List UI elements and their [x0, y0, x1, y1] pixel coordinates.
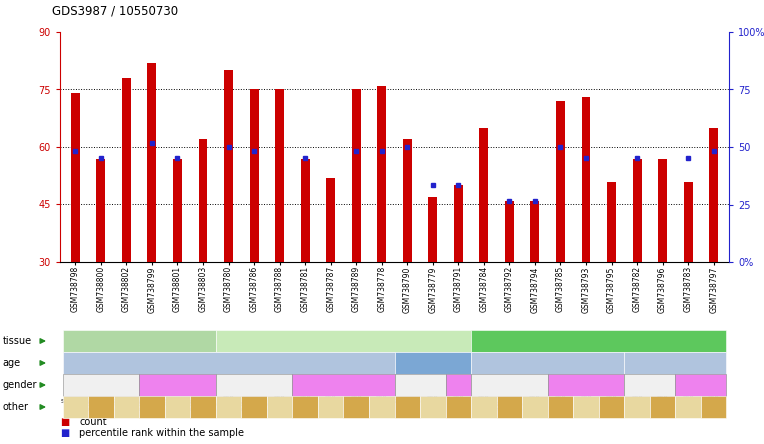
Bar — [479, 128, 488, 262]
Text: SFB
type
negat
ive: SFB type negat ive — [603, 396, 620, 418]
Text: female: female — [493, 380, 526, 390]
Text: 6 weeks: 6 weeks — [209, 358, 248, 368]
Text: 10 weeks: 10 weeks — [652, 358, 698, 368]
Bar — [633, 159, 642, 262]
Bar — [607, 182, 616, 262]
Text: spleen: spleen — [583, 336, 615, 346]
Text: SFB type
positi
ve: SFB type positi ve — [112, 399, 141, 415]
Text: GDS3987 / 10550730: GDS3987 / 10550730 — [53, 5, 179, 18]
Text: SFB
type
negat
ive: SFB type negat ive — [347, 396, 365, 418]
Bar — [147, 63, 157, 262]
Bar — [326, 178, 335, 262]
Bar — [173, 159, 182, 262]
Text: SFB
type
positi
ve: SFB type positi ve — [629, 396, 646, 418]
Text: SFB
type
positi
ve: SFB type positi ve — [373, 396, 390, 418]
Text: female: female — [238, 380, 271, 390]
Bar — [71, 93, 79, 262]
Bar — [224, 70, 233, 262]
Text: SFB type
negat
ive: SFB type negat ive — [393, 399, 421, 415]
Text: male: male — [165, 380, 189, 390]
Text: count: count — [79, 417, 107, 427]
Bar — [454, 185, 463, 262]
Text: SFB type
negative: SFB type negative — [87, 402, 115, 412]
Bar — [250, 90, 258, 262]
Text: SFB
type
negat
ive: SFB type negat ive — [704, 396, 723, 418]
Bar — [122, 78, 131, 262]
Text: SFB type
negative: SFB type negative — [240, 402, 268, 412]
Bar — [429, 197, 437, 262]
Text: SFB
type
positi
ve: SFB type positi ve — [526, 396, 543, 418]
Text: SFB type
negative: SFB type negative — [189, 402, 217, 412]
Bar — [275, 90, 284, 262]
Text: SFB type
negative: SFB type negative — [138, 402, 166, 412]
Bar — [530, 201, 539, 262]
Text: SFB
type
negat
ive: SFB type negat ive — [552, 396, 570, 418]
Text: ■: ■ — [60, 428, 70, 438]
Bar — [301, 159, 309, 262]
Text: other: other — [2, 402, 28, 412]
Text: female: female — [633, 380, 667, 390]
Text: SFB
type
negat
ive: SFB type negat ive — [449, 396, 468, 418]
Text: SFB
type
positi
ve: SFB type positi ve — [271, 396, 288, 418]
Text: SFB type
negative: SFB type negative — [496, 402, 523, 412]
Text: percentile rank within the sample: percentile rank within the sample — [79, 428, 244, 438]
Text: SFB type
positi
ve: SFB type positi ve — [61, 399, 89, 415]
Text: ■: ■ — [60, 417, 70, 427]
Text: SFB
type
negat
ive: SFB type negat ive — [296, 396, 314, 418]
Text: male: male — [446, 380, 471, 390]
Text: large intestinal lamina propria: large intestinal lamina propria — [65, 336, 213, 346]
Text: tissue: tissue — [2, 336, 31, 346]
Bar — [505, 201, 514, 262]
Bar — [658, 159, 667, 262]
Bar — [377, 86, 386, 262]
Text: female: female — [84, 380, 118, 390]
Text: SFB
type
positi
ve: SFB type positi ve — [322, 396, 339, 418]
Text: SFB
type
positi
ve: SFB type positi ve — [424, 396, 442, 418]
Text: 10 weeks: 10 weeks — [410, 358, 456, 368]
Text: small intestinal lamina propria: small intestinal lamina propria — [269, 336, 418, 346]
Text: SFB type
positi
ve: SFB type positi ve — [163, 399, 192, 415]
Bar — [96, 159, 105, 262]
Text: 6 weeks: 6 weeks — [528, 358, 568, 368]
Text: gender: gender — [2, 380, 37, 390]
Text: male: male — [574, 380, 598, 390]
Bar — [556, 101, 565, 262]
Text: male: male — [689, 380, 713, 390]
Bar — [351, 90, 361, 262]
Text: SFB
type
positi
ve: SFB type positi ve — [578, 396, 594, 418]
Text: female: female — [403, 380, 437, 390]
Bar — [709, 128, 718, 262]
Text: male: male — [332, 380, 355, 390]
Text: age: age — [2, 358, 21, 368]
Bar — [684, 182, 693, 262]
Text: SFB
type
positi
ve: SFB type positi ve — [680, 396, 697, 418]
Bar — [199, 139, 208, 262]
Text: SFB
type
posite
ve: SFB type posite ve — [219, 396, 238, 418]
Text: SFB
type
positi
ve: SFB type positi ve — [475, 396, 493, 418]
Text: SFB
type
negat
ive: SFB type negat ive — [653, 396, 672, 418]
Bar — [581, 97, 591, 262]
Bar — [403, 139, 412, 262]
